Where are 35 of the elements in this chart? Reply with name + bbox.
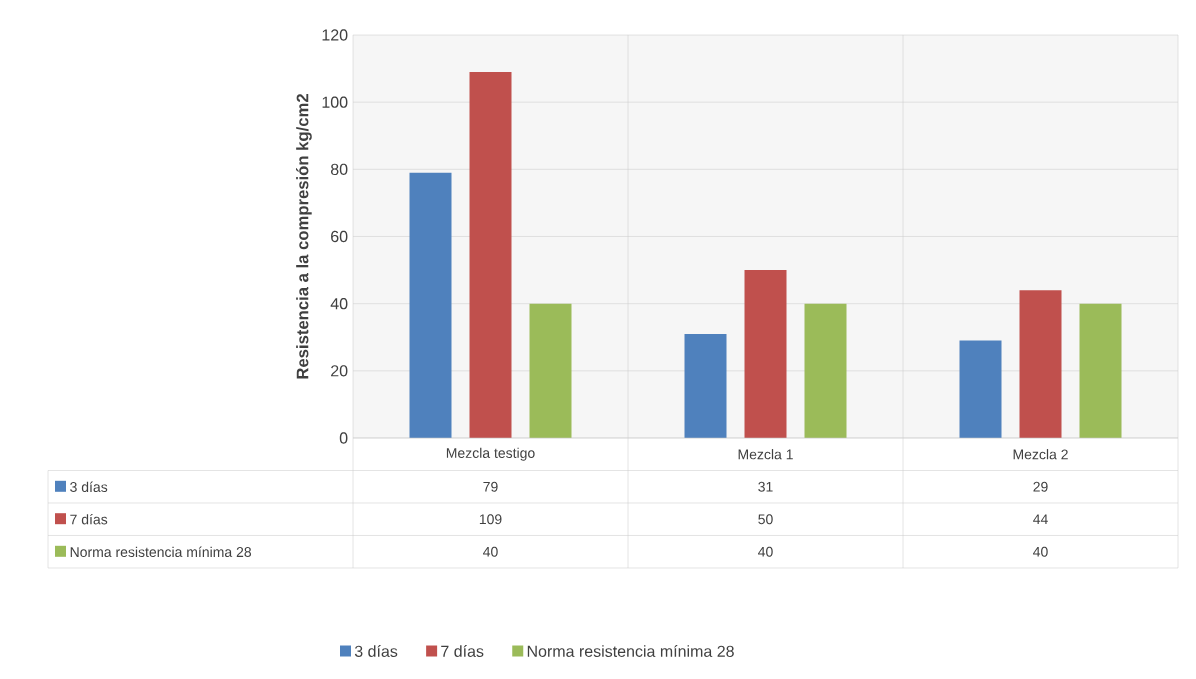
bar: [959, 340, 1002, 438]
y-axis-title: Resistencia a la compresión kg/cm2: [296, 94, 312, 379]
bar: [1019, 290, 1062, 438]
bar: [1079, 303, 1122, 438]
text: 3 días: [70, 481, 108, 493]
y-tick-label: 40: [330, 298, 348, 310]
y-tick-label: 100: [322, 96, 348, 108]
bar: [744, 270, 787, 438]
y-tick-label: 0: [339, 432, 348, 444]
text: Norma resistencia mínima 28: [70, 546, 252, 558]
bar: [409, 172, 452, 438]
data-label: 40: [483, 546, 498, 557]
data-label: 40: [1033, 546, 1048, 557]
x-tick-label: Mezcla 1: [738, 449, 793, 460]
data-label: 109: [479, 514, 502, 525]
legend-label: 7 días: [441, 645, 484, 657]
y-tick-label: 60: [331, 230, 348, 243]
y-tick-label: 20: [331, 365, 348, 377]
legend-label: 3 días: [354, 645, 398, 657]
bar: [529, 303, 572, 438]
y-tick-label: 120: [322, 29, 348, 41]
legend-label: Norma resistencia mínima 28: [527, 645, 734, 657]
bar: [804, 303, 847, 438]
data-label: 31: [758, 481, 773, 492]
bar: [684, 333, 727, 438]
x-tick-label: Mezcla testigo: [446, 447, 535, 461]
data-label: 50: [758, 514, 773, 525]
data-label: 40: [758, 546, 773, 557]
text: 7 días: [70, 513, 108, 525]
bar: [469, 71, 512, 438]
data-label: 29: [1033, 481, 1048, 492]
data-label: 79: [483, 481, 498, 492]
y-tick-label: 80: [330, 163, 348, 175]
x-tick-label: Mezcla 2: [1013, 449, 1068, 460]
data-label: 44: [1033, 514, 1048, 525]
